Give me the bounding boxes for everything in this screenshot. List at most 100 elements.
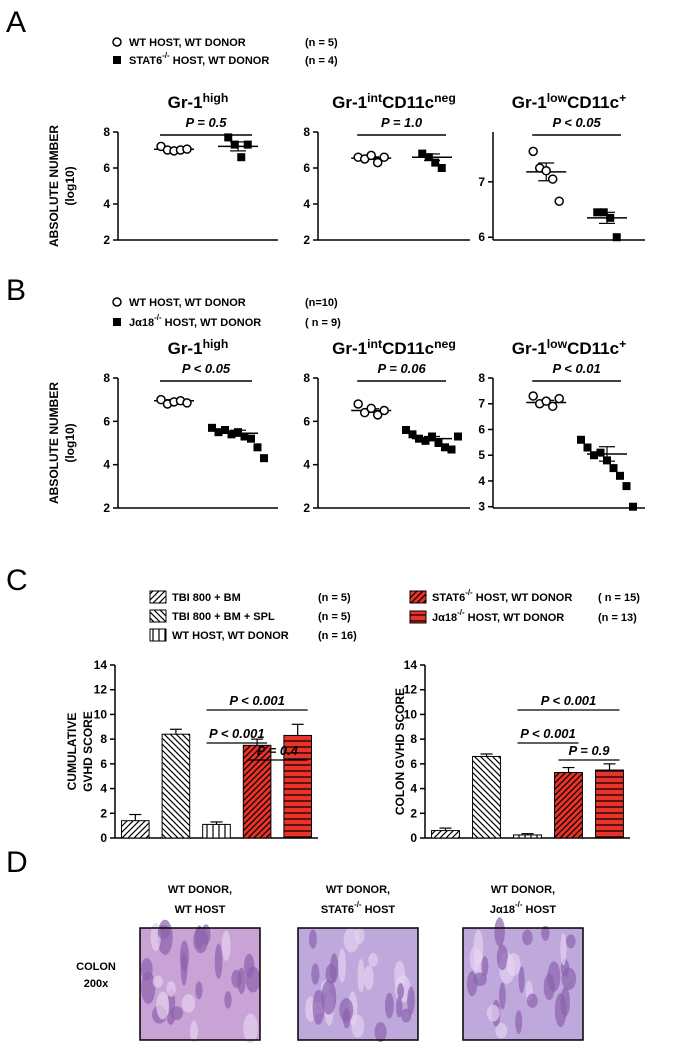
data-point (437, 164, 446, 172)
column-header: WT HOST (175, 904, 226, 916)
legend-label: STAT6-/- HOST, WT DONOR (432, 588, 572, 604)
data-point (253, 443, 262, 452)
data-point (230, 140, 239, 149)
y-axis-label: CUMULATIVE (65, 713, 79, 791)
data-point (528, 146, 538, 157)
text-part: int (367, 337, 382, 351)
y-axis-label: (log10) (63, 423, 77, 462)
y-tick-label: 0 (100, 831, 107, 845)
image-texture (495, 1022, 508, 1039)
image-texture (368, 952, 378, 967)
y-axis-label: COLON GVHD SCORE (393, 688, 407, 815)
text-part: -/- (354, 900, 362, 909)
image-texture (224, 991, 232, 1009)
data-point (221, 426, 229, 434)
image-texture (522, 929, 533, 946)
text-part: neg (434, 337, 456, 351)
chart-title: Gr-1intCD11cneg (332, 337, 456, 358)
y-axis-label: GVHD SCORE (81, 711, 95, 792)
image-texture (195, 981, 203, 1000)
image-texture (496, 944, 508, 971)
data-point (554, 196, 564, 206)
text-part: WT HOST, WT DONOR (172, 630, 289, 642)
histology-image (297, 927, 419, 1043)
legend-marker (113, 56, 121, 64)
legend-marker (112, 37, 122, 47)
y-tick-label: 8 (478, 371, 485, 385)
text-part: low (547, 91, 568, 105)
y-axis-label: ABSOLUTE NUMBER (47, 382, 61, 504)
data-point (528, 391, 538, 401)
y-tick-label: 6 (103, 414, 110, 428)
legend-label: WT HOST, WT DONOR (129, 37, 246, 49)
text-part: CD11c (382, 93, 434, 112)
data-point (372, 410, 383, 420)
legend-label: Jα18-/- HOST, WT DONOR (129, 313, 261, 329)
image-texture (499, 982, 506, 1010)
image-texture (351, 1014, 365, 1038)
text-part: CD11c (567, 339, 619, 358)
image-texture (481, 956, 489, 977)
bar (554, 772, 583, 839)
data-point (424, 153, 433, 162)
legend-n: ( n = 15) (598, 592, 640, 604)
data-point (603, 456, 611, 465)
data-point (240, 432, 249, 441)
image-texture (152, 975, 163, 988)
data-point (593, 208, 602, 217)
column-header: WT DONOR, (168, 884, 232, 896)
data-point (547, 174, 558, 184)
data-point (421, 436, 430, 445)
image-texture (363, 965, 374, 991)
data-point (408, 430, 417, 439)
image-texture (526, 993, 538, 1008)
legend-n: (n = 16) (318, 630, 357, 642)
text-part: WT HOST, WT DONOR (129, 37, 246, 49)
data-point (243, 140, 252, 149)
data-point (379, 152, 389, 162)
y-tick-label: 4 (100, 782, 107, 796)
y-tick-label: 2 (100, 806, 107, 820)
bar (283, 734, 313, 839)
y-axis-label: (log10) (63, 166, 77, 205)
text-part: HOST (522, 904, 556, 916)
legend-swatch (149, 590, 167, 604)
legend-label: TBI 800 + BM + SPL (172, 611, 275, 623)
legend-label: STAT6-/- HOST, WT DONOR (129, 51, 269, 67)
image-texture (141, 971, 156, 1004)
data-point (234, 428, 242, 437)
p-value: P = 1.0 (381, 115, 423, 130)
y-tick-label: 12 (404, 683, 418, 697)
image-texture (231, 969, 242, 989)
data-point (156, 394, 166, 405)
error-bar (251, 738, 264, 746)
y-tick-label: 4 (103, 458, 110, 472)
data-point (402, 426, 410, 434)
image-border (139, 927, 261, 1041)
y-tick-label: 2 (303, 233, 310, 247)
y-tick-label: 2 (103, 501, 110, 515)
y-tick-label: 5 (478, 448, 485, 462)
image-texture (214, 943, 223, 980)
column-header: Jα18-/- HOST (490, 900, 556, 916)
column-header: STAT6-/- HOST (321, 900, 396, 916)
image-texture (374, 1022, 387, 1043)
text-part: HOST, WT DONOR (170, 55, 270, 67)
image-texture (566, 934, 576, 949)
y-tick-label: 4 (478, 474, 485, 488)
text-part: -/- (457, 608, 465, 617)
legend-n: (n = 5) (318, 592, 351, 604)
y-tick-label: 6 (303, 161, 310, 175)
image-texture (311, 963, 320, 985)
text-part: STAT6 (129, 55, 162, 67)
y-tick-label: 6 (410, 757, 417, 771)
text-part: Gr-1 (512, 93, 547, 112)
y-tick-label: 6 (100, 757, 107, 771)
chart-title: Gr-1lowCD11c+ (512, 337, 627, 358)
y-tick-label: 3 (478, 500, 485, 514)
text-part: Gr-1 (512, 339, 547, 358)
y-tick-label: 6 (478, 230, 485, 244)
bar (161, 733, 191, 839)
